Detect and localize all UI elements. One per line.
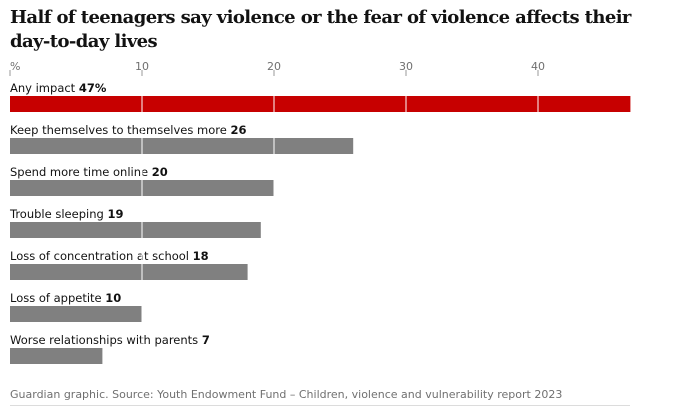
- tick-label: 40: [531, 60, 545, 73]
- bar-chart: % Any impact 47% Keep themselves to themse…: [9, 60, 631, 364]
- bar: [10, 348, 103, 364]
- bar: [10, 222, 261, 238]
- bottom-rule: [10, 405, 630, 406]
- bar-highlight: [10, 96, 631, 112]
- category-label: Spend more time online 20: [10, 165, 168, 179]
- chart-source: Guardian graphic. Source: Youth Endowmen…: [10, 388, 563, 401]
- category-label: Trouble sleeping 19: [9, 207, 123, 221]
- category-label: Loss of appetite 10: [10, 291, 121, 305]
- category-label: Worse relationships with parents 7: [10, 333, 210, 347]
- tick-label: 10: [135, 60, 149, 73]
- bar-value-label: 19: [107, 207, 123, 221]
- axis-unit-label: %: [10, 60, 20, 73]
- bar-value-label: 18: [193, 249, 209, 263]
- category-label: Any impact 47%: [10, 81, 107, 95]
- chart-title: Half of teenagers say violence or the fe…: [10, 7, 631, 52]
- bar-value-label: 26: [230, 123, 246, 137]
- bar-value-label: 20: [152, 165, 168, 179]
- category-label: Loss of concentration at school 18: [10, 249, 209, 263]
- bar: [10, 264, 248, 280]
- bar-value-label: 47%: [79, 81, 107, 95]
- bar: [10, 306, 142, 322]
- bar-value-label: 7: [202, 333, 210, 347]
- tick-label: 30: [399, 60, 413, 73]
- bar: [10, 138, 354, 154]
- tick-label: 20: [267, 60, 281, 73]
- category-label: Keep themselves to themselves more 26: [10, 123, 246, 137]
- bar-value-label: 10: [105, 291, 121, 305]
